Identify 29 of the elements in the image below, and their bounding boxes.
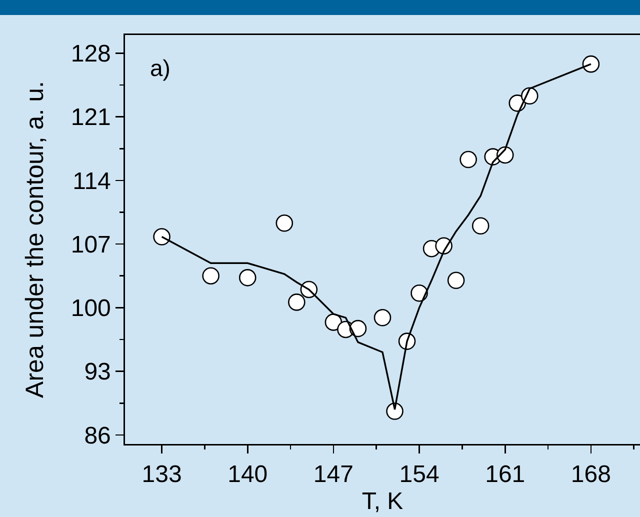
point bbox=[202, 267, 220, 285]
x-tick-label: 168 bbox=[570, 461, 611, 488]
point bbox=[349, 320, 367, 338]
y-tick-label: 100 bbox=[70, 295, 111, 322]
y-tick-label: 86 bbox=[84, 422, 111, 450]
x-tick-label: 147 bbox=[313, 461, 354, 488]
point bbox=[276, 214, 294, 232]
y-tick-label: 121 bbox=[70, 104, 111, 132]
x-axis-title: T, K bbox=[362, 488, 404, 516]
point bbox=[472, 217, 490, 235]
y-tick-label: 107 bbox=[70, 231, 111, 258]
y-tick-label: 114 bbox=[72, 168, 111, 195]
point bbox=[238, 269, 256, 286]
x-tick-label: 161 bbox=[485, 461, 526, 488]
x-tick-label: 154 bbox=[399, 461, 440, 488]
x-tick-label: 140 bbox=[228, 461, 268, 488]
x-tick-label: 133 bbox=[142, 461, 182, 488]
y-tick-label: 93 bbox=[84, 358, 111, 386]
point bbox=[447, 272, 465, 290]
point bbox=[410, 284, 428, 302]
point bbox=[386, 402, 404, 420]
point bbox=[288, 294, 306, 311]
y-tick-label: 128 bbox=[70, 40, 111, 68]
point bbox=[460, 150, 477, 168]
point bbox=[582, 55, 600, 73]
point bbox=[374, 309, 392, 326]
point bbox=[153, 228, 170, 246]
annotation: a) bbox=[150, 55, 170, 81]
y-axis-title: Area under the contour, a. u. bbox=[20, 81, 49, 398]
